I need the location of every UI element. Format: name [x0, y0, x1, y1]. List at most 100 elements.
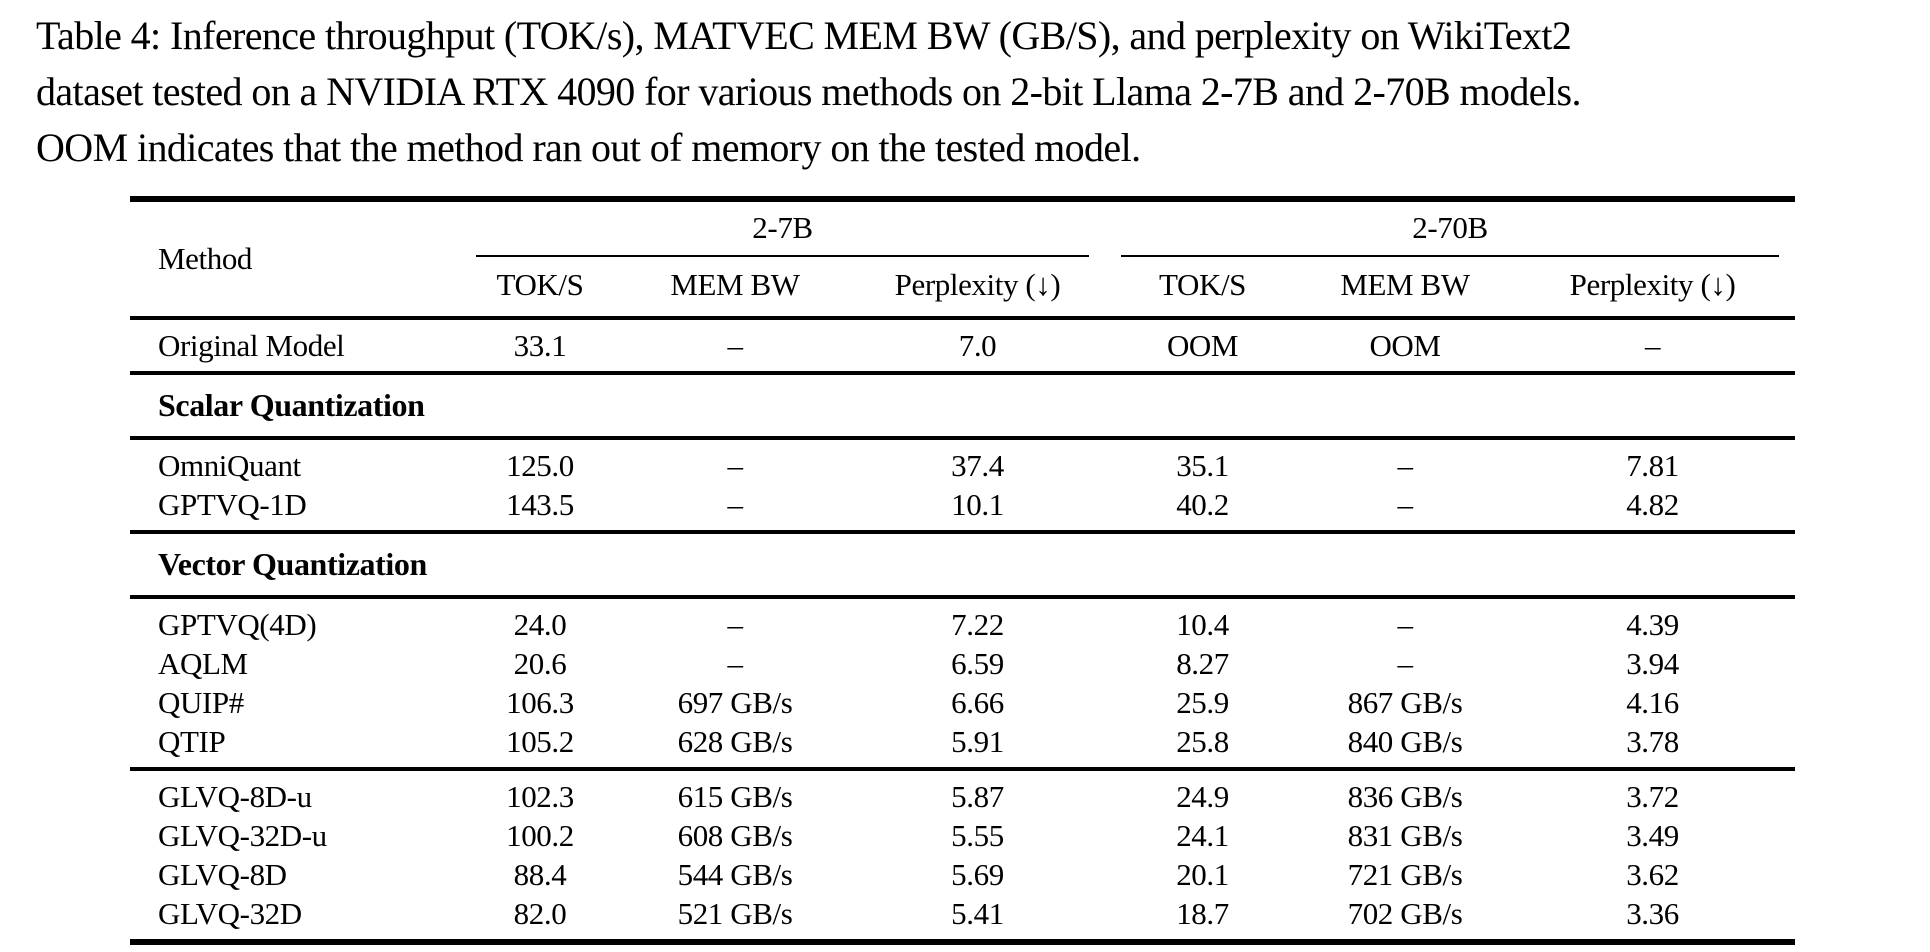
col-header-membw-7b: MEM BW: [620, 257, 850, 320]
method-cell: GLVQ-32D-u: [158, 818, 327, 853]
method-cell: GLVQ-32D: [158, 896, 302, 931]
table-row-original-model: Original Model 33.1 – 7.0 OOM OOM –: [130, 318, 1795, 373]
value-cell: 521 GB/s: [677, 896, 793, 931]
results-table: Method 2-7B 2-70B TOK/S MEM BW Perplexit…: [130, 196, 1796, 945]
value-cell: 82.0: [513, 896, 567, 931]
value-cell: 7.22: [951, 607, 1004, 642]
table-row-omniquant: OmniQuant 125.0 – 37.4 35.1 – 7.81: [130, 438, 1795, 485]
value-cell: 3.78: [1626, 724, 1679, 759]
table-body: Original Model 33.1 – 7.0 OOM OOM – Scal…: [130, 318, 1796, 942]
value-cell: 7.81: [1626, 448, 1679, 483]
value-cell: –: [1397, 607, 1413, 642]
value-cell: 105.2: [506, 724, 574, 759]
value-cell: –: [727, 646, 743, 681]
table-row-glvq-32d-u: GLVQ-32D-u 100.2 608 GB/s 5.55 24.1 831 …: [130, 816, 1795, 855]
value-cell: 5.87: [850, 767, 1106, 816]
col-header-toks-70b: TOK/S: [1105, 257, 1301, 320]
value-cell: 721 GB/s: [1347, 857, 1463, 892]
table-caption: Table 4: Inference throughput (TOK/s), M…: [36, 8, 1906, 176]
col-header-perplexity-70b: Perplexity (↓): [1510, 257, 1796, 320]
value-cell: 20.1: [1176, 857, 1229, 892]
value-cell: 35.1: [1176, 448, 1229, 483]
value-cell: 5.91: [951, 724, 1004, 759]
value-cell: 867 GB/s: [1347, 685, 1463, 720]
table-row-gptvq-1d: GPTVQ-1D 143.5 – 10.1 40.2 – 4.82: [130, 485, 1795, 532]
value-cell: 6.66: [951, 685, 1004, 720]
value-cell: OOM: [1369, 328, 1441, 363]
value-cell: 3.72: [1510, 767, 1796, 816]
caption-line: OOM indicates that the method ran out of…: [36, 125, 1141, 170]
value-cell: 3.62: [1626, 857, 1679, 892]
value-cell: –: [727, 328, 743, 363]
section-header-vector-quantization: Vector Quantization: [130, 530, 1796, 599]
method-cell: AQLM: [158, 646, 248, 681]
method-cell: GLVQ-8D-u: [130, 767, 460, 816]
value-cell: 37.4: [951, 448, 1004, 483]
value-cell: OOM: [1166, 328, 1239, 363]
value-cell: 10.1: [951, 487, 1004, 522]
value-cell: –: [727, 607, 743, 642]
group-header-2-70b: 2-70B: [1105, 199, 1795, 257]
value-cell: 628 GB/s: [677, 724, 793, 759]
value-cell: 125.0: [506, 448, 574, 483]
value-cell: 6.59: [951, 646, 1004, 681]
section-header-scalar-quantization: Scalar Quantization: [130, 371, 1796, 440]
value-cell: 7.0: [958, 328, 997, 363]
value-cell: 10.4: [1176, 607, 1229, 642]
value-cell: –: [727, 448, 743, 483]
value-cell: 25.9: [1176, 685, 1229, 720]
value-cell: 702 GB/s: [1347, 896, 1463, 931]
group-header-2-7b: 2-7B: [460, 199, 1105, 257]
table-row-aqlm: AQLM 20.6 – 6.59 8.27 – 3.94: [130, 644, 1795, 683]
table-row-quip: QUIP# 106.3 697 GB/s 6.66 25.9 867 GB/s …: [130, 683, 1795, 722]
method-column-header: Method: [130, 199, 460, 320]
section-title: Vector Quantization: [130, 530, 1796, 599]
value-cell: 5.69: [951, 857, 1004, 892]
value-cell: 5.41: [951, 896, 1004, 931]
value-cell: 40.2: [1176, 487, 1229, 522]
col-header-perplexity-7b: Perplexity (↓): [850, 257, 1106, 320]
value-cell: 24.1: [1176, 818, 1229, 853]
value-cell: 836 GB/s: [1300, 767, 1511, 816]
section-title: Scalar Quantization: [130, 371, 1796, 440]
value-cell: 3.49: [1626, 818, 1679, 853]
group-label: 2-70B: [1121, 202, 1780, 257]
value-cell: 24.0: [513, 607, 567, 642]
table-row-gptvq-4d: GPTVQ(4D) 24.0 – 7.22 10.4 – 4.39: [130, 597, 1795, 644]
value-cell: 3.94: [1626, 646, 1679, 681]
col-header-membw-70b: MEM BW: [1300, 257, 1511, 320]
table-row-qtip: QTIP 105.2 628 GB/s 5.91 25.8 840 GB/s 3…: [130, 722, 1795, 769]
value-cell: 697 GB/s: [677, 685, 793, 720]
value-cell: 100.2: [506, 818, 574, 853]
value-cell: 615 GB/s: [620, 767, 850, 816]
value-cell: 831 GB/s: [1347, 818, 1463, 853]
value-cell: 8.27: [1176, 646, 1229, 681]
value-cell: 20.6: [513, 646, 567, 681]
value-cell: 4.16: [1626, 685, 1679, 720]
results-table-container: Method 2-7B 2-70B TOK/S MEM BW Perplexit…: [130, 196, 1796, 945]
subheader-row: TOK/S MEM BW Perplexity (↓) TOK/S MEM BW…: [130, 257, 1796, 320]
method-cell: GPTVQ-1D: [158, 487, 307, 522]
value-cell: 106.3: [506, 685, 574, 720]
method-cell: Original Model: [158, 328, 345, 363]
value-cell: 24.9: [1105, 767, 1301, 816]
value-cell: 840 GB/s: [1347, 724, 1463, 759]
table-row-glvq-8d: GLVQ-8D 88.4 544 GB/s 5.69 20.1 721 GB/s…: [130, 855, 1795, 894]
value-cell: 18.7: [1176, 896, 1229, 931]
table-row-glvq-8d-u: GLVQ-8D-u 102.3 615 GB/s 5.87 24.9 836 G…: [130, 767, 1796, 816]
table-header: Method 2-7B 2-70B TOK/S MEM BW Perplexit…: [130, 199, 1796, 320]
value-cell: 143.5: [506, 487, 574, 522]
caption-line: dataset tested on a NVIDIA RTX 4090 for …: [36, 69, 1581, 114]
table-row-glvq-32d: GLVQ-32D 82.0 521 GB/s 5.41 18.7 702 GB/…: [130, 894, 1795, 942]
value-cell: –: [1644, 328, 1661, 363]
value-cell: 25.8: [1176, 724, 1229, 759]
method-cell: GPTVQ(4D): [158, 607, 317, 642]
value-cell: 33.1: [513, 328, 567, 363]
value-cell: 608 GB/s: [677, 818, 793, 853]
value-cell: 102.3: [460, 767, 620, 816]
value-cell: 544 GB/s: [677, 857, 793, 892]
value-cell: 5.55: [951, 818, 1004, 853]
method-cell: QUIP#: [158, 685, 244, 720]
method-cell: GLVQ-8D: [158, 857, 287, 892]
